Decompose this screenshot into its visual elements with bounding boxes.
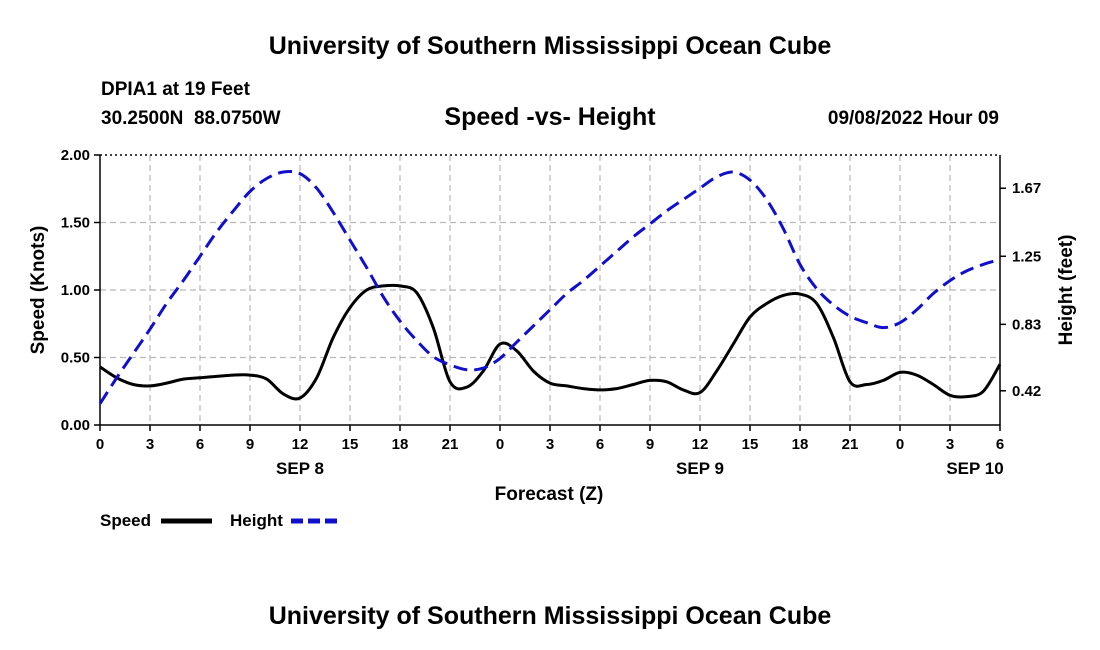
y-tick-label: 0.00 bbox=[61, 417, 90, 434]
y2-tick-label: 0.42 bbox=[1012, 383, 1041, 400]
x-tick-label: 3 bbox=[946, 436, 954, 453]
x-tick-label: 0 bbox=[496, 436, 504, 453]
y-tick-label: 2.00 bbox=[61, 147, 90, 164]
x-tick-label: 15 bbox=[742, 436, 759, 453]
y2-tick-label: 1.25 bbox=[1012, 248, 1041, 265]
height-series-line bbox=[98, 169, 1001, 405]
x-tick-label: 0 bbox=[896, 436, 904, 453]
x-tick-label: 3 bbox=[146, 436, 154, 453]
y-tick-label: 0.50 bbox=[61, 350, 90, 367]
x-tick-label: 6 bbox=[996, 436, 1004, 453]
y2-tick-label: 0.83 bbox=[1012, 316, 1041, 333]
date-label: SEP 9 bbox=[676, 459, 724, 478]
chart-title: Speed -vs- Height bbox=[444, 103, 656, 131]
y-tick-label: 1.50 bbox=[61, 215, 90, 232]
y2-tick-label: 1.67 bbox=[1012, 180, 1041, 197]
legend-height-label: Height bbox=[230, 511, 283, 530]
legend-speed-label: Speed bbox=[100, 511, 151, 530]
x-tick-label: 9 bbox=[246, 436, 254, 453]
series-layer bbox=[98, 169, 1002, 405]
footer-title: University of Southern Mississippi Ocean… bbox=[269, 602, 832, 630]
x-tick-label: 18 bbox=[392, 436, 409, 453]
x-tick-label: 9 bbox=[646, 436, 654, 453]
date-label: SEP 8 bbox=[276, 459, 324, 478]
legend: Speed Height bbox=[100, 511, 342, 530]
location-label: 30.2500N 88.0750W bbox=[101, 108, 281, 129]
y-tick-label: 1.00 bbox=[61, 282, 90, 299]
grid bbox=[100, 155, 1000, 425]
y2-axis-label: Height (feet) bbox=[1056, 235, 1077, 346]
x-tick-label: 12 bbox=[692, 436, 709, 453]
x-tick-label: 12 bbox=[292, 436, 309, 453]
date-label: SEP 10 bbox=[946, 459, 1003, 478]
x-tick-label: 18 bbox=[792, 436, 809, 453]
x-axis-label: Forecast (Z) bbox=[495, 484, 604, 505]
x-tick-label: 6 bbox=[596, 436, 604, 453]
x-tick-label: 3 bbox=[546, 436, 554, 453]
ticks: 0 3 6 9 12 15 18 21 0 3 6 9 12 15 18 21 0 3 6 SEP 8 SEP 9 SEP… bbox=[61, 147, 1041, 478]
datetime-label: 09/08/2022 Hour 09 bbox=[828, 108, 999, 129]
header-title: University of Southern Mississippi Ocean… bbox=[269, 32, 832, 60]
station-label: DPIA1 at 19 Feet bbox=[101, 79, 251, 100]
x-tick-label: 6 bbox=[196, 436, 204, 453]
speed-series-line bbox=[99, 283, 1002, 401]
y-axis-label: Speed (Knots) bbox=[28, 226, 49, 355]
x-tick-label: 15 bbox=[342, 436, 359, 453]
x-tick-label: 21 bbox=[442, 436, 459, 453]
x-tick-label: 0 bbox=[96, 436, 104, 453]
x-tick-label: 21 bbox=[842, 436, 859, 453]
